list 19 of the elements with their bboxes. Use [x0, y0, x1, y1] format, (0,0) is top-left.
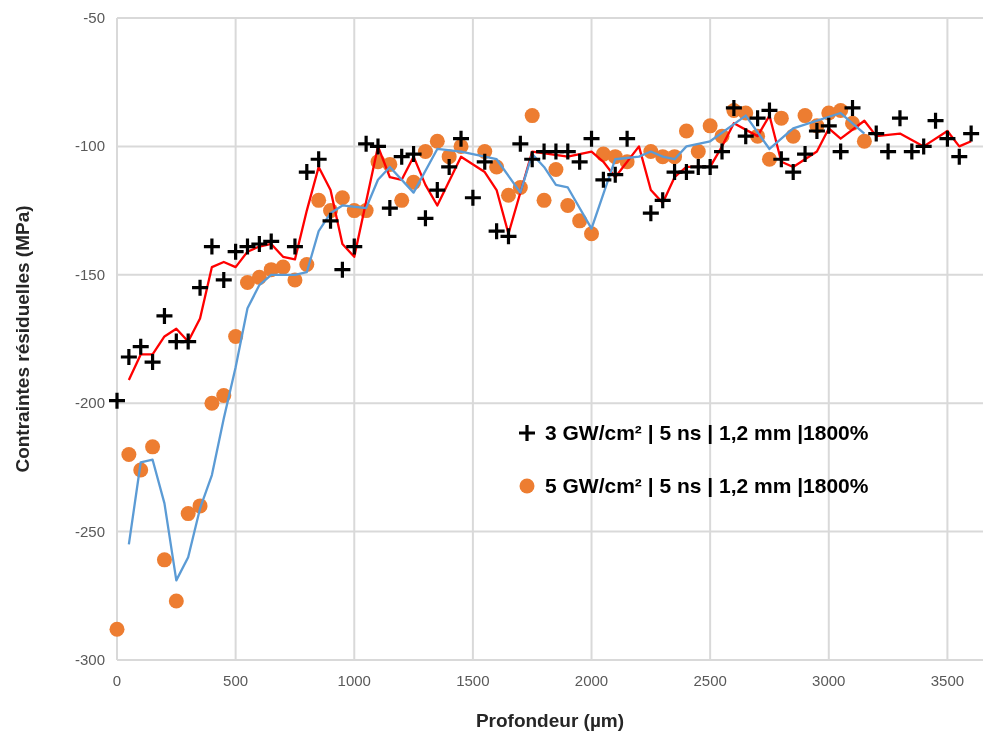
x-tick-label: 3000	[812, 672, 846, 689]
y-tick-label: -50	[83, 9, 105, 26]
y-tick-label: -150	[74, 265, 105, 283]
x-axis-title: Profondeur (µm)	[475, 710, 625, 731]
legend-label: 5 GW/cm² | 5 ns | 1,2 mm |1800%	[545, 474, 869, 497]
x-tick-label: 1500	[456, 672, 490, 689]
line-series	[127, 114, 973, 382]
legend-label: 3 GW/cm² | 5 ns | 1,2 mm |1800%	[545, 421, 869, 444]
x-tick-label: 0	[112, 672, 122, 689]
x-tick-label: 1000	[337, 672, 371, 689]
x-tick-label: 500	[223, 672, 249, 689]
y-tick-label: -300	[74, 651, 105, 668]
y-tick-label: -200	[74, 394, 105, 412]
y-axis-title: Contraintes résiduelles (MPa)	[12, 205, 33, 473]
x-tick-label: 3500	[930, 672, 965, 689]
x-tick-label: 2500	[693, 672, 727, 689]
y-tick-label: -100	[74, 137, 105, 155]
x-tick-label: 2000	[574, 672, 609, 689]
y-tick-label: -250	[74, 522, 105, 540]
